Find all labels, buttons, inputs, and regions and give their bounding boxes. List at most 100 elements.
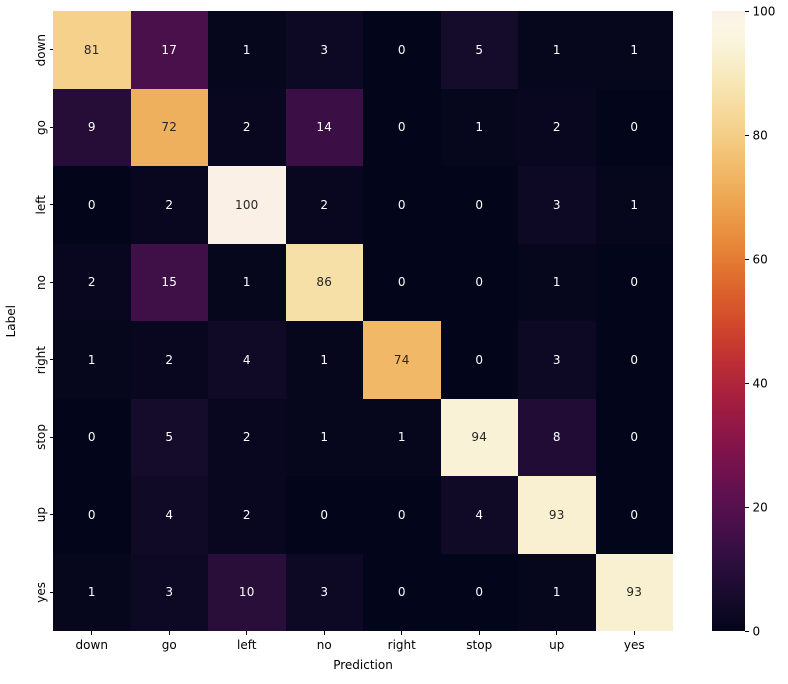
x-tick-mark xyxy=(401,631,403,635)
heatmap-cell-value: 2 xyxy=(242,430,251,445)
heatmap-cell-value: 5 xyxy=(475,42,484,57)
heatmap-cell-value: 0 xyxy=(320,507,329,522)
colorbar-tick-label: 80 xyxy=(752,128,768,143)
heatmap-cell: 1 xyxy=(363,398,441,476)
y-tick-yes: yes xyxy=(0,554,53,632)
x-tick-label: stop xyxy=(466,637,493,652)
heatmap-cell: 2 xyxy=(518,88,596,166)
heatmap-cell-value: 93 xyxy=(548,507,565,522)
heatmap-cell-value: 0 xyxy=(397,197,406,212)
heatmap-cell: 1 xyxy=(518,11,596,89)
heatmap-cell: 0 xyxy=(440,243,518,321)
heatmap-cell-value: 1 xyxy=(87,352,96,367)
heatmap-cell-value: 1 xyxy=(242,42,251,57)
heatmap-cell: 1 xyxy=(285,398,363,476)
heatmap-cell-value: 1 xyxy=(552,585,561,600)
heatmap-cell: 0 xyxy=(440,321,518,399)
x-tick-mark xyxy=(323,631,325,635)
heatmap-cell: 8 xyxy=(518,398,596,476)
heatmap-cell-value: 0 xyxy=(397,507,406,522)
heatmap-cell-value: 0 xyxy=(397,120,406,135)
y-tick-mark xyxy=(49,591,53,593)
colorbar-tick-mark xyxy=(745,10,749,12)
heatmap-cell-value: 9 xyxy=(87,120,96,135)
x-tick-mark xyxy=(168,631,170,635)
y-tick-mark xyxy=(49,49,53,51)
heatmap-cell-value: 5 xyxy=(165,430,174,445)
heatmap-cell: 3 xyxy=(518,321,596,399)
heatmap-cell: 0 xyxy=(595,243,673,321)
x-tick-no: no xyxy=(286,631,364,651)
x-tick-label: go xyxy=(161,637,177,652)
x-tick-label: down xyxy=(75,637,108,652)
colorbar-tick-mark xyxy=(745,134,749,136)
heatmap-cell-value: 1 xyxy=(630,42,639,57)
heatmap-cell-value: 2 xyxy=(165,352,174,367)
y-tick-label: go xyxy=(33,119,48,135)
heatmap-cell: 4 xyxy=(208,321,286,399)
heatmap-cell-value: 3 xyxy=(552,352,561,367)
heatmap-cell-value: 0 xyxy=(397,585,406,600)
x-tick-left: left xyxy=(208,631,286,651)
x-tick-yes: yes xyxy=(596,631,674,651)
heatmap-cell: 3 xyxy=(130,553,208,631)
heatmap-cell: 0 xyxy=(363,476,441,554)
x-tick-go: go xyxy=(131,631,209,651)
heatmap-cell: 93 xyxy=(595,553,673,631)
heatmap-cell: 0 xyxy=(53,476,131,554)
heatmap-cell: 1 xyxy=(595,11,673,89)
heatmap-cell-value: 0 xyxy=(630,120,639,135)
heatmap-cell: 1 xyxy=(208,11,286,89)
x-tick-mark xyxy=(246,631,248,635)
x-tick-mark xyxy=(478,631,480,635)
heatmap-cell-value: 93 xyxy=(626,585,643,600)
heatmap-cell-value: 14 xyxy=(316,120,333,135)
y-tick-mark xyxy=(49,126,53,128)
heatmap-cell: 0 xyxy=(595,321,673,399)
heatmap-cell: 0 xyxy=(363,11,441,89)
x-tick-mark xyxy=(633,631,635,635)
x-tick-label: yes xyxy=(623,637,645,652)
heatmap-cell-value: 2 xyxy=(242,507,251,522)
colorbar-tick-mark xyxy=(745,630,749,632)
heatmap-cell: 74 xyxy=(363,321,441,399)
y-tick-no: no xyxy=(0,244,53,322)
heatmap-cell: 0 xyxy=(440,166,518,244)
heatmap-cell-value: 3 xyxy=(552,197,561,212)
x-tick-down: down xyxy=(53,631,131,651)
heatmap-cell-value: 4 xyxy=(165,507,174,522)
heatmap-cell-value: 0 xyxy=(630,275,639,290)
heatmap-cell-value: 17 xyxy=(161,42,178,57)
y-tick-mark xyxy=(49,436,53,438)
heatmap-cell: 2 xyxy=(130,166,208,244)
y-tick-label: stop xyxy=(33,424,48,451)
heatmap-cell: 0 xyxy=(363,243,441,321)
heatmap-cell: 81 xyxy=(53,11,131,89)
heatmap-cell: 0 xyxy=(53,166,131,244)
y-tick-label: no xyxy=(33,274,48,290)
heatmap-cell-value: 1 xyxy=(87,585,96,600)
heatmap-cell: 0 xyxy=(285,476,363,554)
x-tick-label: left xyxy=(237,637,257,652)
heatmap-cell-value: 94 xyxy=(471,430,488,445)
heatmap-cell-value: 4 xyxy=(242,352,251,367)
heatmap-cell-value: 1 xyxy=(320,430,329,445)
heatmap-cell-value: 0 xyxy=(475,585,484,600)
heatmap-cell: 1 xyxy=(53,553,131,631)
y-tick-label: down xyxy=(33,33,48,66)
y-tick-mark xyxy=(49,514,53,516)
heatmap-cell-value: 15 xyxy=(161,275,178,290)
heatmap-cell-value: 72 xyxy=(161,120,178,135)
heatmap-cell: 0 xyxy=(53,398,131,476)
x-tick-right: right xyxy=(363,631,441,651)
heatmap-cell: 86 xyxy=(285,243,363,321)
heatmap-cell-value: 0 xyxy=(397,42,406,57)
heatmap-cell-value: 1 xyxy=(552,275,561,290)
heatmap-cell: 0 xyxy=(363,553,441,631)
heatmap-cell-value: 1 xyxy=(242,275,251,290)
heatmap-cell: 2 xyxy=(53,243,131,321)
heatmap-cell-value: 4 xyxy=(475,507,484,522)
heatmap-cell-value: 0 xyxy=(397,275,406,290)
y-axis-ticks: down go left no right stop up yes xyxy=(0,11,53,631)
colorbar-tick-mark xyxy=(745,258,749,260)
